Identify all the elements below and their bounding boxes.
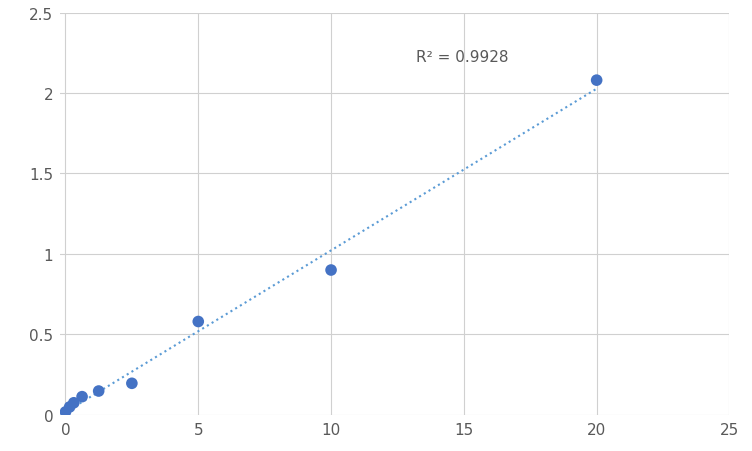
Point: [126, 380, 138, 387]
Point: [68, 399, 80, 406]
Text: R² = 0.9928: R² = 0.9928: [416, 50, 508, 65]
Point: [193, 318, 205, 326]
Point: [325, 267, 337, 274]
Point: [59, 409, 71, 416]
Point: [590, 78, 602, 85]
Point: [64, 404, 76, 411]
Point: [76, 393, 88, 400]
Point: [92, 387, 105, 395]
